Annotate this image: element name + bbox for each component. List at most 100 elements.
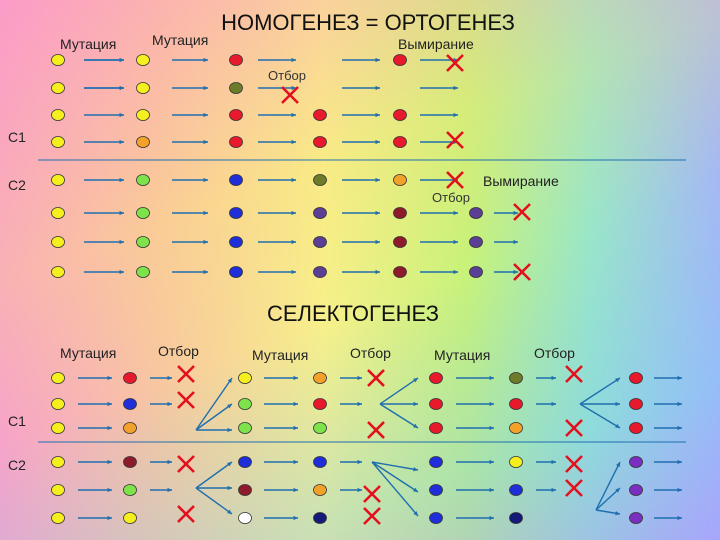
arrowhead bbox=[203, 210, 208, 216]
red-dot bbox=[393, 54, 407, 66]
arrowhead bbox=[615, 488, 620, 493]
yellow-dot bbox=[51, 207, 65, 219]
title-nomogenesis: НОМОГЕНЕЗ = ОРТОГЕНЕЗ bbox=[221, 10, 515, 35]
arrowhead bbox=[293, 375, 298, 381]
arrowhead bbox=[203, 112, 208, 118]
arrowhead bbox=[513, 269, 518, 275]
arrow bbox=[371, 461, 419, 517]
arrowhead bbox=[357, 459, 362, 465]
arrowhead bbox=[293, 401, 298, 407]
orange-dot bbox=[123, 422, 137, 434]
arrowhead bbox=[551, 375, 556, 381]
extinction-cross bbox=[177, 505, 195, 523]
arrowhead bbox=[677, 487, 682, 493]
orange-dot bbox=[313, 484, 327, 496]
arrowhead bbox=[293, 459, 298, 465]
arrowhead bbox=[107, 401, 112, 407]
arrow bbox=[195, 403, 233, 431]
extinction-cross bbox=[565, 419, 583, 437]
arrowhead bbox=[551, 459, 556, 465]
purple-dot bbox=[469, 207, 483, 219]
extinction-cross bbox=[177, 391, 195, 409]
arrowhead bbox=[453, 210, 458, 216]
arrowhead bbox=[375, 139, 380, 145]
arrow bbox=[595, 461, 621, 511]
title-selectogenesis: СЕЛЕКТОГЕНЕЗ bbox=[267, 301, 439, 326]
arrowhead bbox=[203, 269, 208, 275]
violet-dot bbox=[629, 456, 643, 468]
arrowhead bbox=[203, 139, 208, 145]
arrowhead bbox=[291, 139, 296, 145]
arrowhead bbox=[119, 57, 124, 63]
extinction-cross bbox=[513, 263, 531, 281]
blue-dot bbox=[123, 398, 137, 410]
arrowhead bbox=[293, 487, 298, 493]
arrowhead bbox=[551, 401, 556, 407]
blue-dot bbox=[229, 174, 243, 186]
yellow-dot bbox=[51, 136, 65, 148]
green-dot bbox=[238, 422, 252, 434]
arrowhead bbox=[227, 509, 232, 514]
blue-dot bbox=[229, 207, 243, 219]
arrowhead bbox=[291, 269, 296, 275]
arrowhead bbox=[513, 210, 518, 216]
green-dot bbox=[136, 207, 150, 219]
selection-label: Отбор bbox=[350, 345, 391, 361]
arrowhead bbox=[375, 57, 380, 63]
red-dot bbox=[509, 398, 523, 410]
arrowhead bbox=[119, 269, 124, 275]
red-dot bbox=[313, 109, 327, 121]
orange-dot bbox=[509, 422, 523, 434]
arrowhead bbox=[291, 85, 296, 91]
extinction-cross bbox=[367, 369, 385, 387]
green-dot bbox=[123, 484, 137, 496]
arrowhead bbox=[119, 210, 124, 216]
extinction-cross bbox=[565, 479, 583, 497]
arrow bbox=[371, 461, 419, 471]
orange-dot bbox=[393, 174, 407, 186]
arrowhead bbox=[119, 85, 124, 91]
yellow-dot bbox=[51, 109, 65, 121]
arrowhead bbox=[677, 459, 682, 465]
arrowhead bbox=[413, 423, 418, 428]
mutation-label: Мутация bbox=[434, 347, 490, 363]
arrowhead bbox=[119, 177, 124, 183]
red-dot bbox=[429, 422, 443, 434]
green-dot bbox=[238, 398, 252, 410]
arrowhead bbox=[167, 375, 172, 381]
arrowhead bbox=[413, 467, 418, 472]
white-dot bbox=[238, 512, 252, 524]
yellow-dot bbox=[51, 512, 65, 524]
extinction-cross bbox=[363, 507, 381, 525]
olive-dot bbox=[313, 174, 327, 186]
extinction-label: Вымирание bbox=[398, 36, 474, 52]
arrowhead bbox=[413, 511, 418, 516]
extinction-cross bbox=[446, 54, 464, 72]
selection-label: Отбор bbox=[432, 190, 470, 205]
arrowhead bbox=[489, 515, 494, 521]
yellow-dot bbox=[238, 372, 252, 384]
arrowhead bbox=[107, 425, 112, 431]
red-dot bbox=[313, 398, 327, 410]
row-label-c1: С1 bbox=[8, 413, 26, 429]
row-label-c2: С2 bbox=[8, 177, 26, 193]
arrowhead bbox=[203, 57, 208, 63]
olive-dot bbox=[509, 372, 523, 384]
blue-dot bbox=[429, 456, 443, 468]
arrowhead bbox=[489, 401, 494, 407]
extinction-cross bbox=[281, 86, 299, 104]
yellow-dot bbox=[136, 109, 150, 121]
arrowhead bbox=[119, 139, 124, 145]
red-dot bbox=[229, 136, 243, 148]
violet-dot bbox=[629, 512, 643, 524]
mutation-label: Мутация bbox=[152, 32, 208, 48]
purple-dot bbox=[313, 236, 327, 248]
extinction-cross bbox=[367, 421, 385, 439]
arrowhead bbox=[291, 177, 296, 183]
blue-dot bbox=[313, 456, 327, 468]
extinction-cross bbox=[513, 203, 531, 221]
orange-dot bbox=[136, 136, 150, 148]
arrowhead bbox=[413, 378, 418, 383]
red-dot bbox=[123, 372, 137, 384]
